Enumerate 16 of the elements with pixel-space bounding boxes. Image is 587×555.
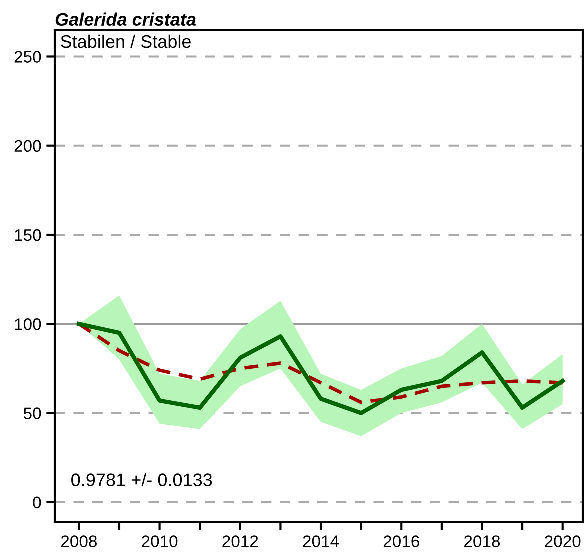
y-tick-label: 100	[15, 318, 42, 330]
y-tick-label: 150	[15, 229, 42, 242]
x-tick-label: 2016	[384, 536, 420, 548]
annotation: Stabilen / Stable	[61, 34, 191, 48]
chart-title: Galerida cristata	[56, 12, 196, 26]
y-tick-label: 0	[33, 496, 42, 509]
y-tick-label: 200	[14, 140, 42, 152]
x-tick-label: 2018	[464, 536, 500, 548]
x-tick-label: 2014	[303, 536, 340, 548]
x-tick-label: 2008	[61, 536, 97, 548]
x-tick-label: 2012	[222, 536, 258, 548]
annotation: 0.9781 +/- 0.0133	[72, 473, 212, 486]
y-tick-label: 250	[14, 51, 42, 63]
y-tick-label: 50	[24, 408, 42, 420]
x-tick-label: 2010	[142, 536, 178, 548]
x-tick-label: 2020	[545, 536, 581, 548]
